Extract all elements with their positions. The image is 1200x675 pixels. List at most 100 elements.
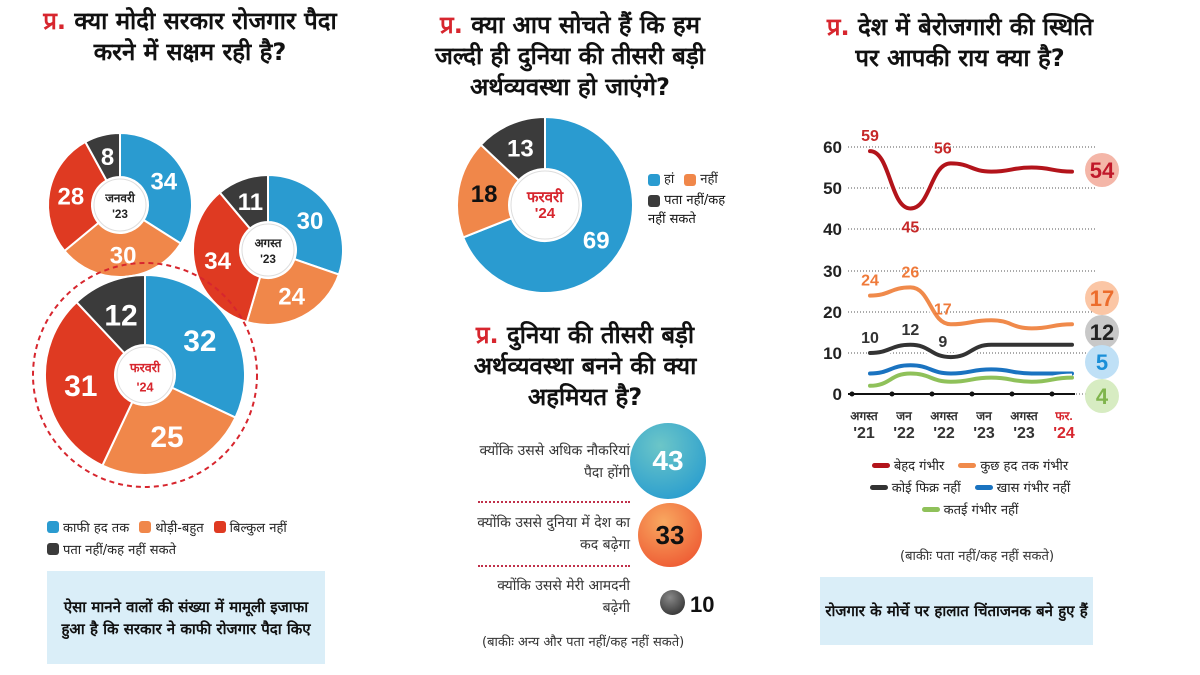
donut-slice [479, 115, 546, 182]
left-legend: काफी हद तक थोड़ी-बहुत बिल्कुल नहीं पता न… [47, 518, 367, 558]
legend-swatch [47, 543, 59, 555]
legend-item: कुछ हद तक गंभीर [958, 456, 1068, 474]
data-label: 12 [902, 322, 920, 339]
x-tick [929, 391, 935, 397]
legend-label: बेहद गंभीर [893, 459, 945, 474]
y-tick-label: 50 [823, 179, 842, 198]
x-tick-label: '24 [1053, 425, 1075, 442]
legend-swatch [648, 173, 660, 186]
legend-item: पता नहीं/कह नहीं सकते [648, 193, 726, 227]
x-tick-label: अगस्त [1010, 409, 1039, 423]
donut-center-label: '24 [136, 381, 153, 395]
bubble-value: 10 [690, 592, 715, 617]
endpoint-value-label: 5 [1096, 350, 1108, 375]
series-line [868, 342, 1074, 360]
series-line [868, 371, 1074, 388]
y-tick-label: 0 [833, 385, 842, 404]
slice-value-label: 25 [150, 421, 183, 454]
endpoint-bubble [1085, 379, 1119, 413]
line-chart: 0 10 20 30 40 50 60 अगस्त '21 जन '22 अगस्त '22 जन '23 अ… [823, 128, 1119, 442]
y-tick-label: 10 [823, 344, 842, 363]
y-tick-label: 30 [823, 262, 842, 281]
donut-center [510, 170, 580, 240]
donut-slice [218, 173, 269, 230]
legend-label: खास गंभीर नहीं [996, 481, 1071, 496]
endpoint-bubble [1085, 153, 1119, 187]
donut-slice [144, 273, 246, 419]
left-question-title: प्र. क्या मोदी सरकार रोजगार पैदा करने मे… [43, 7, 337, 66]
donut-center-label: '23 [260, 253, 276, 266]
data-label: 17 [934, 301, 952, 318]
data-label: 45 [902, 220, 920, 237]
data-label: 26 [902, 264, 920, 281]
legend-item: थोड़ी-बहुत [139, 518, 204, 536]
legend-swatch [958, 462, 977, 468]
legend-swatch [139, 521, 152, 533]
left-summary-box: ऐसा मानने वालों की संख्या में मामूली इजा… [47, 571, 325, 664]
donut-center-label: '23 [112, 208, 128, 221]
bubble-label: क्योंकि उससे अधिक नौकरियां पैदा होंगी [479, 443, 631, 481]
x-tick-label: '23 [1013, 425, 1035, 442]
slice-value-label: 34 [204, 248, 231, 275]
x-tick-label: फर. [1054, 409, 1073, 423]
x-tick-label: जन [975, 409, 993, 423]
x-tick-label: जन [895, 409, 913, 423]
x-tick-label: अगस्त [930, 409, 959, 423]
slice-value-label: 11 [238, 189, 263, 216]
y-tick-label: 20 [823, 303, 842, 322]
slice-value-label: 30 [297, 208, 324, 235]
donut-center-label: फरवरी [129, 360, 161, 375]
legend-item: नहीं [684, 170, 718, 189]
donut-slice [119, 131, 193, 245]
bubble-value: 43 [630, 423, 706, 499]
middle-footnote: (बाकीः अन्य और पता नहीं/कह नहीं सकते) [482, 635, 685, 650]
donut-slice [75, 273, 146, 355]
legend-item: पता नहीं/कह नहीं सकते [47, 540, 176, 558]
slice-value-label: 18 [471, 181, 498, 208]
x-tick-label: अगस्त [850, 409, 879, 423]
dashed-highlight-ring [32, 262, 258, 488]
endpoint-bubble [1085, 345, 1119, 379]
endpoint-value-label: 4 [1096, 384, 1109, 409]
x-tick [969, 391, 975, 397]
endpoint-value-label: 12 [1090, 320, 1114, 345]
data-label: 56 [934, 140, 952, 157]
bubble-label: क्योंकि उससे दुनिया में देश का कद बढ़ेगा [477, 515, 630, 553]
slice-value-label: 8 [101, 144, 114, 171]
donut-center [116, 346, 174, 404]
donut-slice [245, 257, 341, 326]
right-question-title: प्र. देश में बेरोजगारी की स्थिति पर आपकी… [826, 13, 1094, 72]
donut-slice [101, 386, 237, 476]
endpoint-value-label: 17 [1090, 286, 1114, 311]
divider [478, 501, 630, 503]
middle-question2-title: प्र. दुनिया की तीसरी बड़ी अर्थव्यवस्था ब… [473, 321, 697, 411]
y-tick-label: 40 [823, 220, 842, 239]
donut-slice [47, 140, 108, 253]
legend-item: बेहद गंभीर [871, 456, 945, 474]
data-label: 9 [938, 334, 947, 351]
endpoint-bubble [1085, 281, 1119, 315]
slice-value-label: 69 [583, 227, 610, 254]
legend-swatch [921, 506, 940, 512]
divider [478, 565, 630, 567]
legend-swatch [648, 194, 660, 207]
legend-swatch [213, 521, 226, 533]
slice-value-label: 31 [64, 370, 97, 403]
x-tick-label: '22 [933, 425, 955, 442]
bubble-dot [660, 590, 685, 615]
x-tick [1009, 391, 1015, 397]
slice-value-label: 32 [183, 325, 216, 358]
x-tick [889, 391, 895, 397]
x-tick [849, 391, 855, 397]
donut-center-label: '24 [535, 205, 556, 222]
donut-center [241, 223, 295, 277]
x-tick-label: '21 [853, 425, 875, 442]
donut-slice [461, 115, 634, 294]
data-label: 24 [861, 273, 879, 290]
donut-center [93, 178, 147, 232]
legend-swatch [974, 484, 993, 490]
legend-item: खास गंभीर नहीं [974, 478, 1071, 496]
slice-value-label: 24 [278, 283, 305, 310]
legend-item: बिल्कुल नहीं [213, 518, 287, 536]
